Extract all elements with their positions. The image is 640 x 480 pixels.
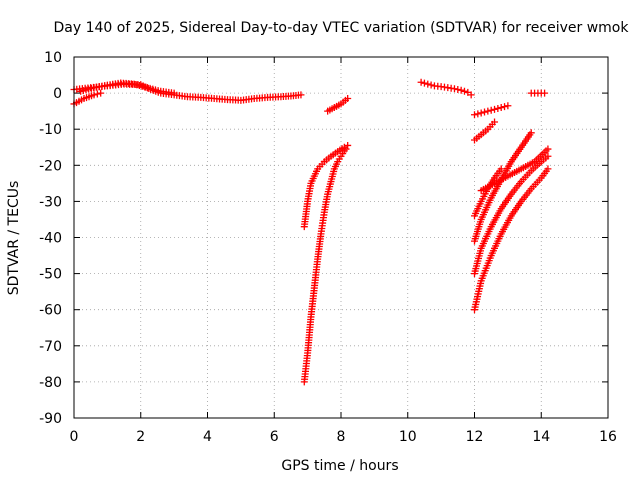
data-point-track-g: [420, 79, 428, 87]
data-point-track-e: [344, 141, 352, 149]
grid-lines: [74, 57, 608, 418]
data-point-track-g: [454, 85, 462, 93]
y-tick-label: 10: [44, 50, 62, 66]
data-point-track-g: [417, 78, 425, 86]
y-tick-label: -60: [39, 303, 62, 319]
data-point-track-h: [481, 108, 489, 116]
x-tick-label: 10: [399, 429, 417, 445]
data-point-track-k: [544, 165, 552, 173]
data-point-track-b: [297, 91, 305, 99]
data-point-track-h: [484, 107, 492, 115]
data-point-track-g: [450, 85, 458, 93]
data-point-track-g: [427, 81, 435, 89]
y-tick-label: -40: [39, 231, 62, 247]
data-point-track-h: [501, 103, 509, 111]
data-point-track-h: [504, 102, 512, 110]
data-point-track-i: [491, 118, 499, 126]
x-tick-label: 6: [270, 429, 279, 445]
y-tick-label: -50: [39, 267, 62, 283]
data-point-track-o: [544, 145, 552, 153]
x-tick-label: 2: [136, 429, 145, 445]
data-point-track-f: [344, 95, 352, 103]
data-point-track-m: [527, 129, 535, 137]
y-tick-label: -70: [39, 339, 62, 355]
data-point-track-h: [487, 106, 495, 114]
x-tick-label: 4: [203, 429, 212, 445]
data-point-track-h: [497, 104, 505, 112]
y-tick-label: 0: [53, 86, 62, 102]
data-point-track-a: [90, 91, 98, 99]
y-tick-label: -80: [39, 375, 62, 391]
axis-ticks: 0 2 4 6 8 10 12 14 16 10 0 -10 -20 -30 -40 -50 -60 -70 -80…: [39, 50, 617, 445]
data-points: [70, 78, 552, 386]
data-point-track-g: [460, 87, 468, 95]
data-point-track-j: [541, 89, 549, 97]
data-point-track-g: [467, 91, 475, 99]
x-tick-label: 16: [599, 429, 617, 445]
data-point-track-h: [474, 110, 482, 118]
x-tick-label: 8: [337, 429, 346, 445]
data-point-track-g: [424, 80, 432, 88]
y-tick-label: -30: [39, 194, 62, 210]
y-tick-label: -10: [39, 122, 62, 138]
data-point-track-h: [494, 104, 502, 112]
data-point-track-h: [491, 105, 499, 113]
data-point-track-a: [97, 89, 105, 97]
y-tick-label: -90: [39, 411, 62, 427]
data-point-track-a: [93, 90, 101, 98]
y-axis-label: SDTVAR / TECUs: [6, 181, 22, 296]
x-tick-label: 0: [70, 429, 79, 445]
data-point-track-l: [544, 152, 552, 160]
x-axis-label: GPS time / hours: [281, 458, 398, 474]
data-point-track-n: [497, 165, 505, 173]
data-point-track-h: [477, 109, 485, 117]
x-tick-label: 12: [466, 429, 484, 445]
data-point-track-g: [457, 86, 465, 94]
y-tick-label: -20: [39, 158, 62, 174]
data-point-track-h: [471, 111, 478, 119]
chart-title: Day 140 of 2025, Sidereal Day-to-day VTE…: [54, 20, 630, 36]
data-point-track-c: [170, 89, 178, 97]
x-tick-label: 14: [532, 429, 550, 445]
plot-frame: [73, 56, 609, 419]
